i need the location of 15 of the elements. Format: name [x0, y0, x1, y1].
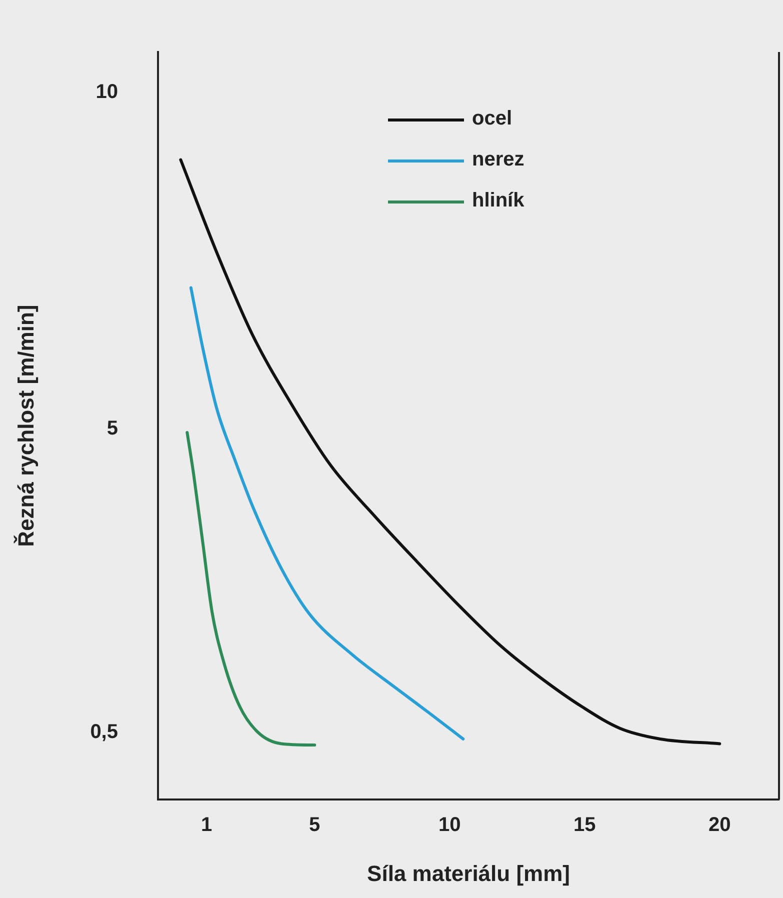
y-tick-label: 5 [106, 418, 118, 440]
line-series [189, 286, 465, 740]
y-tick-label: 10 [96, 80, 118, 103]
legend-label: hliník [472, 190, 526, 212]
x-tick-label: 1 [201, 814, 212, 836]
y-axis-title: Řezná rychlost [m/min] [13, 304, 38, 547]
y-tick-label: 0,5 [90, 720, 118, 743]
legend-label: nerez [472, 148, 524, 171]
x-tick-label: 10 [438, 814, 461, 836]
x-tick-label: 15 [573, 814, 596, 836]
legend-label: ocel [472, 108, 512, 130]
x-axis-title: Síla materiálu [mm] [367, 860, 570, 886]
x-tick-label: 5 [309, 814, 320, 836]
line-series [186, 431, 316, 747]
x-tick-label: 20 [708, 814, 731, 836]
